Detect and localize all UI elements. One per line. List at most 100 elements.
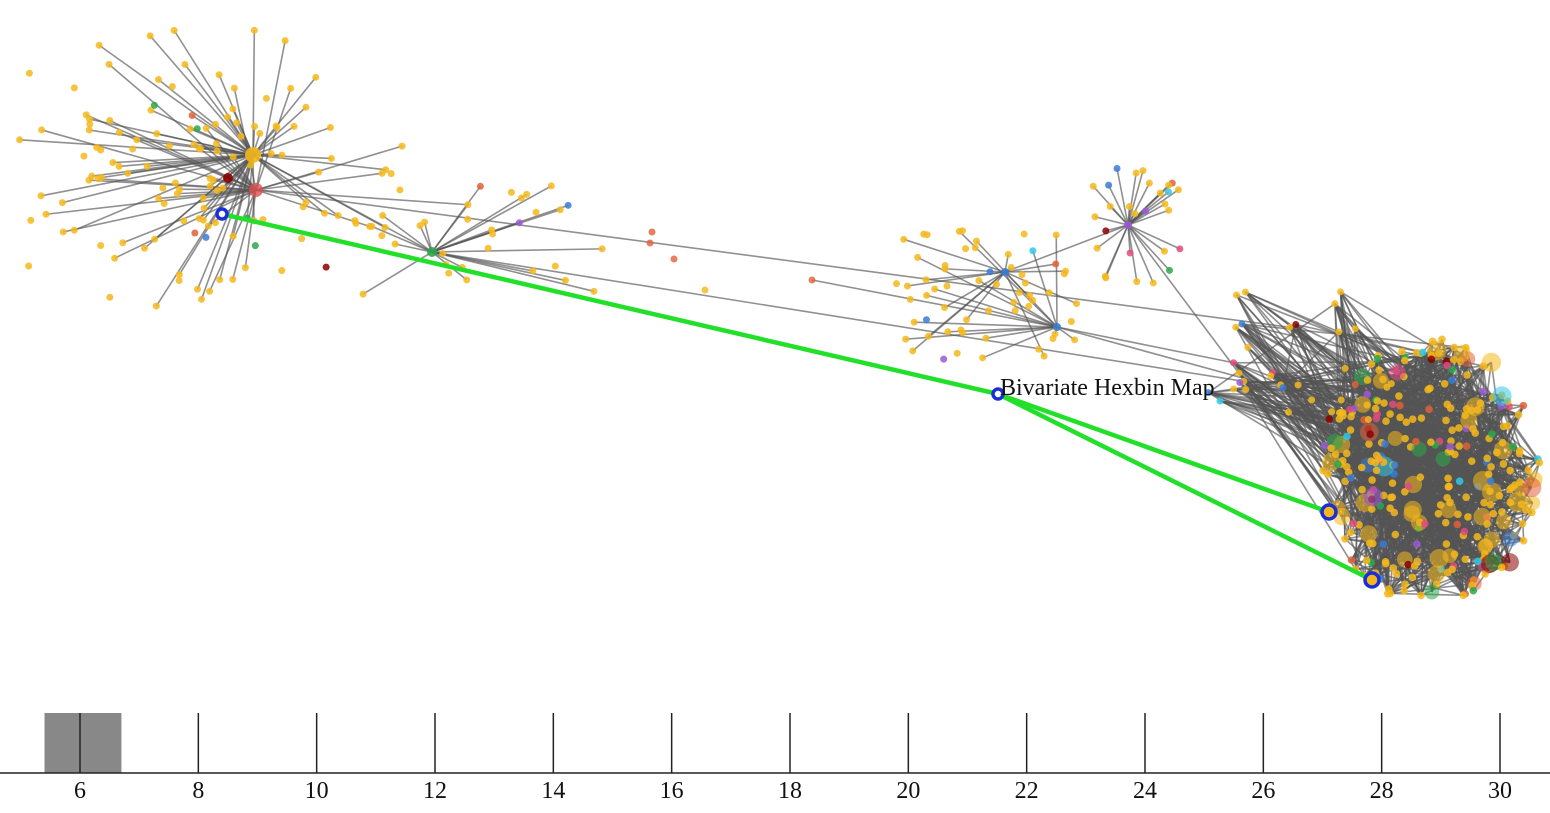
graph-node[interactable] <box>38 126 46 134</box>
graph-node[interactable] <box>1052 231 1060 239</box>
graph-node[interactable] <box>1535 458 1544 467</box>
graph-node[interactable] <box>532 208 540 216</box>
graph-node[interactable] <box>1373 397 1382 405</box>
graph-node[interactable] <box>387 170 395 178</box>
graph-node[interactable] <box>1488 430 1496 438</box>
graph-node[interactable] <box>1446 442 1454 451</box>
graph-node[interactable] <box>80 152 88 160</box>
graph-node[interactable] <box>209 176 217 184</box>
graph-node[interactable] <box>124 169 132 177</box>
graph-node[interactable] <box>1436 501 1445 509</box>
graph-node[interactable] <box>1417 591 1425 600</box>
graph-node[interactable] <box>1052 260 1060 268</box>
graph-node[interactable] <box>1435 451 1451 467</box>
graph-node[interactable] <box>1102 227 1110 235</box>
graph-node[interactable] <box>1373 354 1382 363</box>
graph-node[interactable] <box>181 60 189 68</box>
graph-node[interactable] <box>975 277 983 285</box>
graph-node[interactable] <box>556 206 564 214</box>
graph-node[interactable] <box>302 198 310 206</box>
graph-node[interactable] <box>1371 404 1380 413</box>
graph-node[interactable] <box>1389 400 1397 409</box>
graph-node[interactable] <box>1486 500 1495 509</box>
graph-node[interactable] <box>1442 540 1451 548</box>
graph-node[interactable] <box>334 212 342 220</box>
graph-node[interactable] <box>1176 245 1184 253</box>
graph-node[interactable] <box>1396 413 1404 422</box>
graph-node[interactable] <box>211 219 219 227</box>
graph-node[interactable] <box>1514 410 1523 419</box>
graph-node[interactable] <box>1020 230 1028 238</box>
graph-node[interactable] <box>190 141 198 149</box>
graph-node[interactable] <box>59 228 67 236</box>
graph-node[interactable] <box>1204 389 1212 397</box>
graph-node[interactable] <box>517 194 525 202</box>
graph-node[interactable] <box>598 245 606 253</box>
graph-node[interactable] <box>1366 430 1374 438</box>
graph-node[interactable] <box>1286 323 1294 331</box>
graph-node[interactable] <box>953 349 961 357</box>
graph-node[interactable] <box>1453 344 1471 362</box>
graph-node[interactable] <box>1426 340 1447 361</box>
graph-node[interactable] <box>1029 247 1037 255</box>
graph-node[interactable] <box>1010 298 1018 306</box>
graph-node[interactable] <box>140 244 148 252</box>
graph-node[interactable] <box>213 147 221 155</box>
graph-node[interactable] <box>1442 416 1450 425</box>
graph-node[interactable] <box>1363 401 1371 409</box>
graph-node[interactable] <box>1018 271 1026 279</box>
graph-node[interactable] <box>1464 513 1472 521</box>
graph-node[interactable] <box>1486 477 1495 486</box>
graph-node[interactable] <box>1390 461 1399 469</box>
graph-node[interactable] <box>198 295 206 303</box>
graph-node[interactable] <box>1443 361 1451 370</box>
graph-node[interactable] <box>962 245 970 253</box>
graph-node[interactable] <box>1498 508 1506 516</box>
graph-node[interactable] <box>1156 189 1164 197</box>
graph-node[interactable] <box>224 113 232 121</box>
graph-node[interactable] <box>1102 274 1110 282</box>
graph-node[interactable] <box>213 187 221 195</box>
graph-node[interactable] <box>1035 345 1043 353</box>
graph-node[interactable] <box>93 143 101 151</box>
graph-node[interactable] <box>95 41 103 49</box>
graph-node[interactable] <box>85 115 93 123</box>
graph-node[interactable] <box>1413 557 1422 566</box>
graph-node[interactable] <box>1507 492 1528 512</box>
graph-node[interactable] <box>170 26 178 34</box>
graph-node[interactable] <box>359 290 367 298</box>
graph-node[interactable] <box>175 271 183 279</box>
graph-node[interactable] <box>900 235 908 243</box>
graph-node[interactable] <box>1427 438 1435 446</box>
graph-node[interactable] <box>1328 408 1336 416</box>
graph-node[interactable] <box>1334 460 1342 469</box>
graph-node[interactable] <box>972 237 980 245</box>
graph-node[interactable] <box>1428 337 1437 346</box>
graph-node[interactable] <box>1462 442 1471 450</box>
graph-node[interactable] <box>1357 463 1366 472</box>
graph-node[interactable] <box>416 222 424 230</box>
graph-node[interactable] <box>1358 485 1366 494</box>
graph-node[interactable] <box>202 124 210 132</box>
graph-node[interactable] <box>909 347 917 355</box>
graph-node[interactable] <box>1400 356 1409 365</box>
highlighted-node[interactable] <box>1363 571 1381 589</box>
graph-node[interactable] <box>1362 556 1371 565</box>
graph-node[interactable] <box>1497 563 1506 572</box>
graph-node[interactable] <box>957 326 965 334</box>
graph-node[interactable] <box>1021 279 1029 287</box>
graph-node[interactable] <box>1091 213 1099 221</box>
graph-node[interactable] <box>1524 466 1533 474</box>
graph-node[interactable] <box>1354 396 1372 413</box>
graph-node[interactable] <box>146 32 154 40</box>
graph-node[interactable] <box>464 201 472 209</box>
graph-node[interactable] <box>97 241 105 249</box>
graph-node[interactable] <box>1519 401 1528 410</box>
graph-node[interactable] <box>175 277 183 285</box>
graph-node[interactable] <box>1427 565 1446 584</box>
graph-node[interactable] <box>1395 392 1403 400</box>
graph-node[interactable] <box>464 215 472 223</box>
graph-node[interactable] <box>1400 487 1409 496</box>
graph-node[interactable] <box>245 147 261 163</box>
graph-node[interactable] <box>154 76 162 84</box>
